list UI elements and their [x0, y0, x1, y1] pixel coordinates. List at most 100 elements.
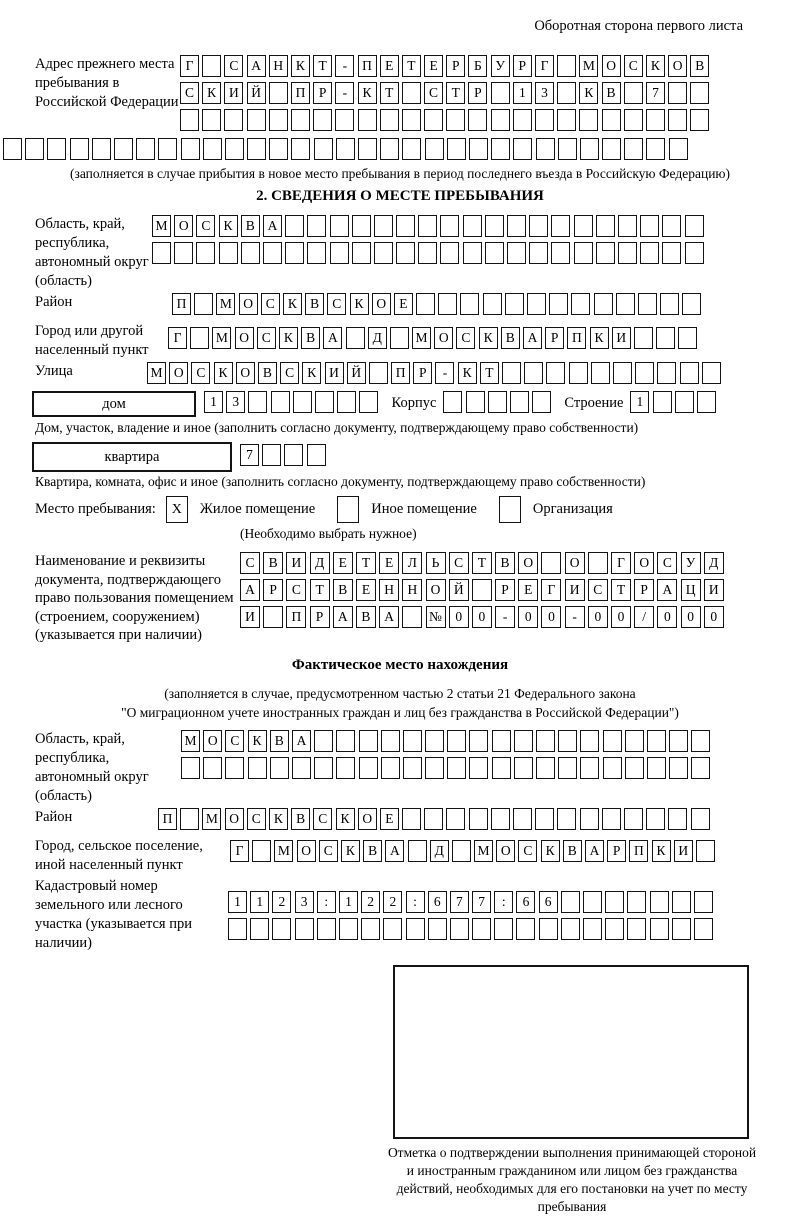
char-cell[interactable]	[337, 391, 357, 413]
char-cell[interactable]: С	[224, 55, 244, 77]
char-cell[interactable]: :	[494, 890, 514, 913]
char-cell[interactable]	[509, 391, 529, 413]
char-cell[interactable]: У	[490, 55, 510, 77]
char-cell[interactable]	[196, 242, 216, 264]
char-cell[interactable]	[407, 839, 427, 862]
char-cell[interactable]	[617, 215, 637, 237]
char-cell[interactable]: Е	[379, 55, 399, 77]
char-cell[interactable]	[671, 890, 691, 913]
char-cell[interactable]	[136, 138, 156, 160]
char-cell[interactable]	[294, 917, 314, 940]
char-cell[interactable]	[284, 444, 304, 466]
char-cell[interactable]: 0	[448, 606, 469, 628]
char-cell[interactable]: 1	[512, 82, 532, 104]
char-cell[interactable]	[373, 215, 393, 237]
char-cell[interactable]: О	[234, 327, 254, 349]
char-cell[interactable]	[602, 729, 622, 752]
char-cell[interactable]: В	[363, 839, 383, 862]
char-cell[interactable]: 0	[587, 606, 608, 628]
char-cell[interactable]	[558, 729, 578, 752]
char-cell[interactable]: 0	[471, 606, 492, 628]
char-cell[interactable]	[557, 109, 577, 131]
char-cell[interactable]	[623, 807, 643, 830]
char-cell[interactable]	[270, 391, 290, 413]
char-cell[interactable]: 1	[204, 391, 223, 413]
char-cell[interactable]	[602, 756, 622, 779]
char-cell[interactable]	[587, 552, 608, 574]
char-cell[interactable]: С	[518, 839, 538, 862]
char-cell[interactable]	[451, 839, 471, 862]
char-cell[interactable]	[263, 606, 284, 628]
char-cell[interactable]: Т	[611, 579, 631, 601]
char-cell[interactable]: 0	[657, 606, 678, 628]
char-cell[interactable]: А	[246, 55, 266, 77]
char-cell[interactable]	[693, 917, 713, 940]
char-cell[interactable]: В	[495, 552, 516, 574]
char-cell[interactable]	[446, 807, 466, 830]
char-cell[interactable]: Т	[309, 579, 330, 601]
char-cell[interactable]: В	[601, 82, 621, 104]
char-cell[interactable]	[469, 729, 489, 752]
char-cell[interactable]	[329, 215, 349, 237]
char-cell[interactable]: А	[379, 606, 400, 628]
char-cell[interactable]: П	[172, 293, 191, 315]
char-cell[interactable]	[504, 293, 524, 315]
char-cell[interactable]: К	[335, 807, 355, 830]
char-cell[interactable]: Е	[332, 552, 353, 574]
char-cell[interactable]	[465, 391, 485, 413]
char-cell[interactable]	[494, 917, 514, 940]
char-cell[interactable]: И	[224, 82, 244, 104]
char-cell[interactable]: Т	[355, 552, 376, 574]
char-cell[interactable]	[202, 55, 222, 77]
char-cell[interactable]: О	[203, 729, 223, 752]
char-cell[interactable]	[380, 729, 400, 752]
char-cell[interactable]	[595, 215, 615, 237]
char-cell[interactable]: В	[263, 552, 284, 574]
char-cell[interactable]: К	[589, 327, 609, 349]
char-cell[interactable]	[568, 362, 588, 384]
char-cell[interactable]	[668, 807, 688, 830]
char-cell[interactable]	[218, 242, 238, 264]
char-cell[interactable]	[462, 215, 482, 237]
char-cell[interactable]: -	[435, 362, 455, 384]
char-cell[interactable]	[69, 138, 89, 160]
char-cell[interactable]: Е	[379, 807, 399, 830]
char-cell[interactable]: П	[286, 606, 307, 628]
char-cell[interactable]	[401, 82, 421, 104]
char-cell[interactable]	[482, 293, 502, 315]
char-cell[interactable]	[527, 293, 546, 315]
char-cell[interactable]	[513, 807, 532, 830]
char-cell[interactable]	[158, 138, 178, 160]
char-cell[interactable]	[558, 756, 578, 779]
char-cell[interactable]	[359, 391, 379, 413]
char-cell[interactable]	[291, 138, 311, 160]
char-cell[interactable]	[351, 242, 371, 264]
char-cell[interactable]: С	[180, 82, 199, 104]
char-cell[interactable]	[91, 138, 111, 160]
char-cell[interactable]: 0	[518, 606, 539, 628]
char-cell[interactable]: В	[332, 579, 353, 601]
char-cell[interactable]	[491, 756, 511, 779]
char-cell[interactable]	[383, 917, 403, 940]
char-cell[interactable]	[402, 138, 422, 160]
char-cell[interactable]: А	[323, 327, 343, 349]
char-cell[interactable]	[695, 839, 715, 862]
char-cell[interactable]: О	[169, 362, 189, 384]
char-cell[interactable]	[248, 391, 268, 413]
char-cell[interactable]	[524, 362, 544, 384]
char-cell[interactable]: 7	[449, 890, 469, 913]
char-cell[interactable]	[512, 109, 532, 131]
char-cell[interactable]: О	[634, 552, 655, 574]
char-cell[interactable]	[380, 138, 400, 160]
char-cell[interactable]	[507, 215, 526, 237]
char-cell[interactable]	[272, 917, 292, 940]
char-cell[interactable]: С	[623, 55, 643, 77]
char-cell[interactable]	[307, 215, 327, 237]
char-cell[interactable]	[180, 138, 200, 160]
char-cell[interactable]	[314, 756, 334, 779]
char-cell[interactable]	[656, 327, 676, 349]
dom-box[interactable]: дом	[32, 391, 196, 417]
char-cell[interactable]	[181, 756, 200, 779]
checkbox-zhiloe[interactable]: X	[165, 496, 188, 523]
char-cell[interactable]: О	[668, 55, 688, 77]
